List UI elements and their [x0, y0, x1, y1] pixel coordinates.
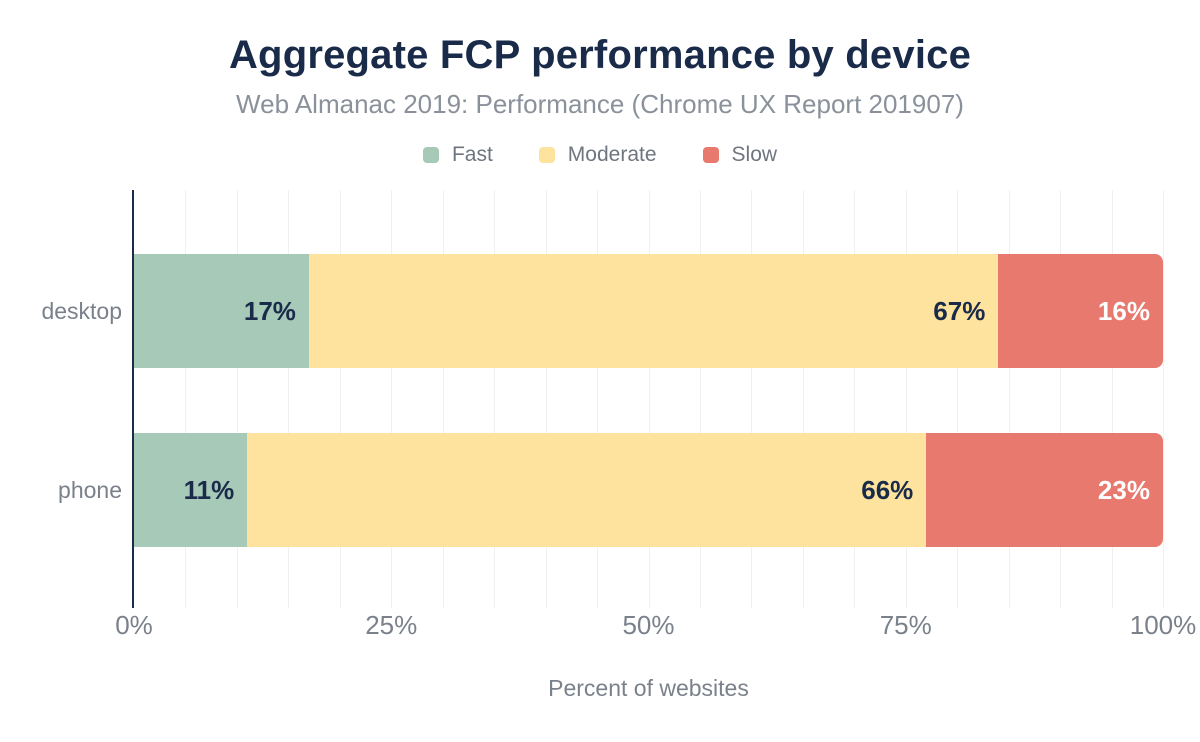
- plot-area: 17% 67% 16% 11% 66% 23%: [134, 190, 1164, 608]
- legend-label-slow: Slow: [731, 143, 778, 166]
- gridline-50: [648, 190, 650, 608]
- gridline-85: [1008, 190, 1010, 608]
- bar-segment-phone-fast[interactable]: 11%: [134, 433, 248, 547]
- gridline-100: [1163, 190, 1164, 608]
- legend-label-fast: Fast: [451, 143, 493, 166]
- x-tick-0: 0%: [115, 610, 153, 640]
- gridline-65: [802, 190, 804, 608]
- bar-segment-phone-moderate[interactable]: 66%: [247, 433, 927, 547]
- bar-segment-desktop-moderate[interactable]: 67%: [308, 254, 999, 368]
- legend-label-moderate: Moderate: [567, 143, 657, 166]
- legend-item-slow[interactable]: Slow: [702, 143, 778, 167]
- bar-segment-desktop-fast[interactable]: 17%: [134, 254, 309, 368]
- gridline-10: [236, 190, 238, 608]
- gridline-55: [699, 190, 701, 608]
- gridline-95: [1111, 190, 1113, 608]
- chart-subtitle: Web Almanac 2019: Performance (Chrome UX…: [236, 89, 964, 119]
- legend-item-fast[interactable]: Fast: [422, 143, 493, 167]
- gridline-70: [854, 190, 856, 608]
- y-axis-line: [132, 190, 134, 608]
- bar-row-phone: 11% 66% 23%: [134, 433, 1163, 547]
- gridline-35: [494, 190, 496, 608]
- x-tick-75: 75%: [879, 610, 932, 640]
- gridline-20: [339, 190, 341, 608]
- bar-row-desktop: 17% 67% 16%: [134, 254, 1163, 368]
- legend-swatch-moderate-icon: [538, 147, 555, 163]
- gridline-40: [545, 190, 547, 608]
- legend: Fast Moderate Slow: [0, 143, 1200, 167]
- legend-swatch-slow-icon: [702, 147, 719, 163]
- legend-item-moderate[interactable]: Moderate: [538, 143, 657, 167]
- gridline-45: [597, 190, 599, 608]
- gridline-5: [185, 190, 187, 608]
- category-label-phone: phone: [58, 476, 122, 503]
- bar-segment-desktop-slow[interactable]: 16%: [998, 254, 1163, 368]
- gridline-15: [288, 190, 290, 608]
- legend-swatch-fast-icon: [422, 147, 439, 163]
- gridline-25: [391, 190, 393, 608]
- x-tick-25: 25%: [365, 610, 418, 640]
- category-label-desktop: desktop: [41, 297, 122, 324]
- gridline-75: [905, 190, 907, 608]
- gridline-60: [751, 190, 753, 608]
- gridline-30: [442, 190, 444, 608]
- bar-segment-phone-slow[interactable]: 23%: [926, 433, 1163, 547]
- x-tick-50: 50%: [622, 610, 675, 640]
- gridline-80: [957, 190, 959, 608]
- chart-title: Aggregate FCP performance by device: [228, 33, 972, 77]
- x-tick-100: 100%: [1129, 610, 1197, 640]
- x-axis-title: Percent of websites: [548, 675, 749, 701]
- gridline-90: [1060, 190, 1062, 608]
